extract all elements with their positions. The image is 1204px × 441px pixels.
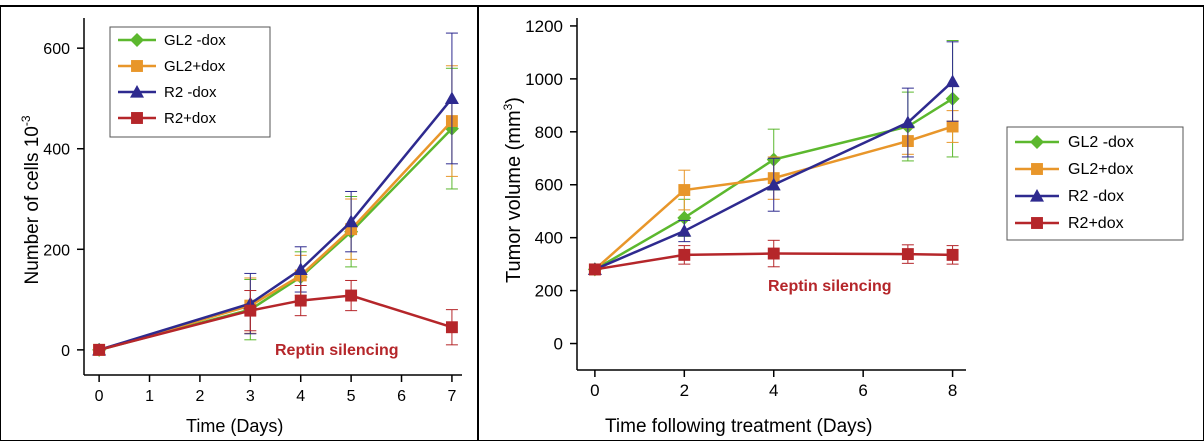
legend-marker [1031, 217, 1043, 229]
legend-entry: R2+dox [1015, 215, 1124, 232]
data-point [900, 115, 915, 129]
data-point [677, 210, 692, 225]
data-point [766, 177, 781, 191]
legend-entry: R2 -dox [1015, 188, 1124, 205]
legend-marker [1030, 135, 1044, 149]
legend-label: R2+dox [1068, 215, 1124, 232]
series-group [587, 39, 960, 277]
annotation-reptin-silencing: Reptin silencing [275, 342, 399, 359]
legend-label: GL2 -dox [164, 32, 226, 49]
y-tick-label: 400 [535, 229, 563, 248]
data-point [945, 74, 960, 88]
legend-marker [1031, 163, 1043, 175]
legend-label: R2+dox [164, 110, 217, 127]
y-tick-label: 400 [43, 142, 70, 159]
x-axis-label: Time following treatment (Days) [605, 416, 872, 437]
x-tick-label: 5 [347, 388, 356, 405]
tick-group: 0 1 2 3 4 5 6 7 0 200 400 600 [43, 41, 456, 405]
data-point [244, 304, 257, 317]
legend-marker [130, 33, 144, 47]
y-axis-label-main: Tumor volume (mm [503, 110, 525, 283]
x-tick-label: 6 [858, 381, 867, 400]
x-tick-label: 6 [397, 388, 406, 405]
data-point [294, 294, 307, 307]
data-point [677, 224, 692, 237]
legend-label: GL2+dox [164, 58, 226, 75]
series-r2-dox [93, 279, 458, 356]
legend: GL2 -dox GL2+dox R2 -dox R2+dox [109, 26, 271, 138]
y-axis-label-superscript: 3 [501, 103, 515, 110]
x-tick-label: 2 [680, 381, 689, 400]
x-tick-label: 0 [590, 381, 599, 400]
data-point [93, 343, 106, 356]
legend-label: GL2 -dox [1068, 134, 1134, 151]
legend-label: GL2+dox [1068, 161, 1133, 178]
y-tick-label: 200 [43, 242, 70, 259]
legend: GL2 -dox GL2+dox R2 -dox R2+dox [1006, 126, 1184, 241]
data-point [678, 184, 691, 196]
x-tick-label: 7 [447, 388, 456, 405]
x-tick-label: 3 [246, 388, 255, 405]
legend-marker [131, 60, 143, 72]
data-point [946, 120, 959, 133]
x-axis-label: Time (Days) [186, 416, 283, 436]
legend-entry: GL2+dox [118, 58, 226, 75]
chart-panel-tumor-volume: 0 2 4 6 8 0 200 400 600 800 1000 1200 Time followin… [477, 5, 1204, 441]
y-axis-label: Tumor volume (mm3) [501, 97, 525, 283]
series-group [92, 32, 459, 357]
data-point [678, 248, 691, 261]
series-r2-dox [92, 32, 459, 356]
y-tick-label: 0 [554, 335, 563, 354]
legend-entries: GL2 -dox GL2+dox R2 -dox R2+dox [118, 32, 226, 127]
data-point [767, 247, 780, 260]
data-point [293, 262, 308, 276]
y-axis-label-superscript: -3 [19, 115, 33, 126]
legend-marker [130, 85, 144, 98]
x-tick-label: 8 [948, 381, 957, 400]
data-point [901, 248, 914, 261]
series-r2-dox [588, 239, 959, 276]
legend-entry: R2 -dox [118, 84, 217, 101]
legend-entries: GL2 -dox GL2+dox R2 -dox R2+dox [1015, 134, 1134, 232]
data-point [588, 263, 601, 276]
y-tick-label: 800 [535, 123, 563, 142]
y-tick-label: 1000 [525, 70, 563, 89]
data-point [344, 214, 359, 228]
x-tick-label: 4 [769, 381, 778, 400]
legend-marker [131, 112, 143, 124]
y-tick-label: 600 [43, 41, 70, 58]
legend-entry: GL2 -dox [118, 32, 226, 49]
legend-label: R2 -dox [164, 84, 217, 101]
legend-entry: GL2 -dox [1015, 134, 1134, 151]
data-point [345, 289, 358, 302]
x-tick-label: 0 [95, 388, 104, 405]
y-tick-label: 1200 [525, 17, 563, 36]
y-tick-label: 600 [535, 176, 563, 195]
x-tick-label: 2 [195, 388, 204, 405]
y-axis-label: Number of cells 10-3 [19, 115, 43, 284]
y-tick-label: 200 [535, 282, 563, 301]
annotation-reptin-silencing: Reptin silencing [768, 278, 892, 295]
data-point [445, 321, 458, 334]
x-tick-label: 4 [296, 388, 305, 405]
legend-entry: GL2+dox [1015, 161, 1133, 178]
data-point [946, 248, 959, 261]
chart-panel-cell-count: 0 1 2 3 4 5 6 7 0 200 400 600 Time (Days) Number of… [0, 5, 479, 441]
y-tick-label: 0 [61, 343, 70, 360]
y-axis-label-suffix: ) [503, 97, 525, 104]
y-axis-label-main: Number of cells 10 [22, 126, 43, 284]
legend-entry: R2+dox [118, 110, 217, 127]
legend-marker [1030, 189, 1044, 202]
tick-group: 0 2 4 6 8 0 200 400 600 800 1000 1200 [525, 17, 957, 400]
data-point [444, 91, 459, 105]
x-tick-label: 1 [145, 388, 154, 405]
legend-label: R2 -dox [1068, 188, 1124, 205]
